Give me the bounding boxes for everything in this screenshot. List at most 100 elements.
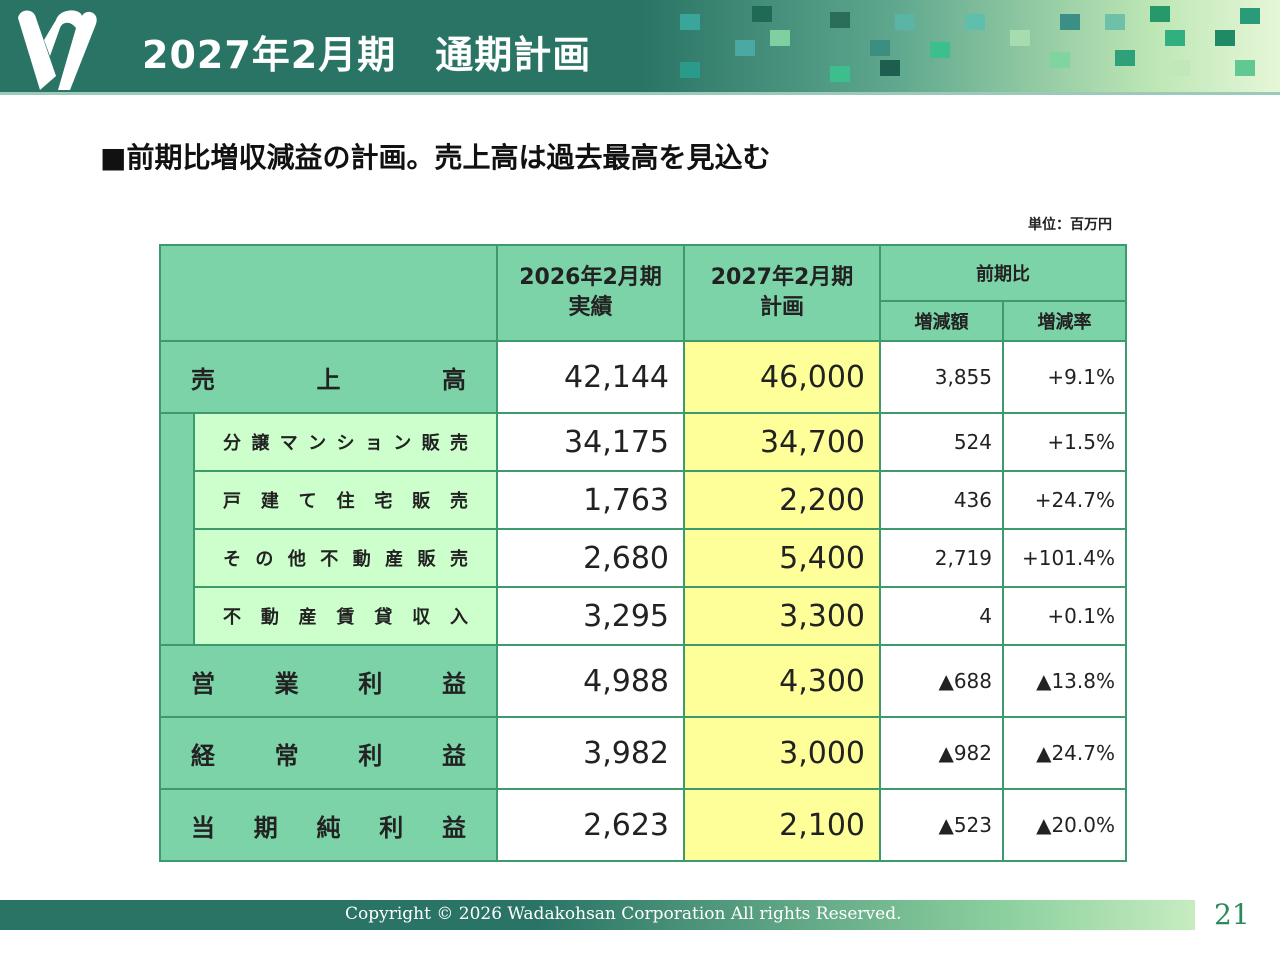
label-char: 益 <box>441 669 466 698</box>
label-char: 建 <box>260 491 279 512</box>
diff-value: 436 <box>879 470 1004 530</box>
label-char: 当 <box>191 813 215 842</box>
label-char: シ <box>336 433 355 454</box>
table-row: 当 期 純 利 益 2,623 2,100 ▲523 ▲20.0% <box>159 788 1127 862</box>
rate-value: +0.1% <box>1002 586 1127 646</box>
label-char: ン <box>308 433 327 454</box>
decorative-square <box>965 14 985 30</box>
plan-value: 2,200 <box>683 470 881 530</box>
label-char: 販 <box>412 491 431 512</box>
label-char: 譲 <box>251 433 270 454</box>
decorative-square <box>1050 52 1070 68</box>
header-blank <box>159 244 498 342</box>
decorative-square <box>680 62 700 78</box>
label-char: 益 <box>441 741 466 770</box>
label-char: 純 <box>316 813 341 842</box>
indent-strip <box>159 413 195 471</box>
diff-value: 3,855 <box>879 340 1004 414</box>
header-diff: 増減額 <box>879 300 1004 342</box>
label-char: 販 <box>421 433 440 454</box>
row-label: 当期純利益 <box>159 788 498 862</box>
page-number: 21 <box>1214 898 1250 931</box>
copyright: Copyright © 2026 Wadakohsan Corporation … <box>345 904 902 924</box>
prev-value: 42,144 <box>496 340 685 414</box>
decorative-square <box>1215 30 1235 46</box>
decorative-square <box>1235 60 1255 76</box>
header-prev-line1: 2026年2月期 <box>519 265 662 290</box>
decorative-square <box>1170 60 1190 76</box>
label-char: 売 <box>449 491 468 512</box>
label-char: 分 <box>223 433 241 454</box>
plan-value: 3,300 <box>683 586 881 646</box>
label-char: 産 <box>385 549 404 570</box>
label-char: 高 <box>442 365 466 394</box>
prev-value: 4,988 <box>496 644 685 718</box>
label-char: そ <box>223 549 241 570</box>
rate-value: +9.1% <box>1002 340 1127 414</box>
slide-subtitle: ■前期比増収減益の計画。売上高は過去最高を見込む <box>100 141 771 174</box>
decorative-square <box>895 14 915 30</box>
label-char: 不 <box>320 549 339 570</box>
rate-value: +1.5% <box>1002 412 1127 472</box>
prev-value: 3,982 <box>496 716 685 790</box>
label-char: 利 <box>358 669 383 698</box>
decorative-square <box>1115 50 1135 66</box>
label-char: ョ <box>364 433 383 454</box>
header-yoy: 前期比 <box>879 244 1127 302</box>
header-prev: 2026年2月期 実績 <box>496 244 685 342</box>
footer-bar: Copyright © 2026 Wadakohsan Corporation … <box>0 900 1195 930</box>
header-plan: 2027年2月期 計画 <box>683 244 881 342</box>
table-row: 戸建て住宅販売 1,763 2,200 436 +24.7% <box>159 470 1127 530</box>
label-char: 売 <box>191 365 215 394</box>
label-char: 経 <box>191 741 215 770</box>
header-plan-line2: 計画 <box>759 295 804 320</box>
table-row: 売 上 高 42,144 46,000 3,855 +9.1% <box>159 340 1127 414</box>
label-char: 動 <box>260 607 279 628</box>
label-char: 収 <box>412 607 431 628</box>
diff-value: 524 <box>879 412 1004 472</box>
table-row: 経 常 利 益 3,982 3,000 ▲982 ▲24.7% <box>159 716 1127 790</box>
label-char: 宅 <box>374 491 393 512</box>
decorative-square <box>830 66 850 82</box>
label-char: 貸 <box>374 607 393 628</box>
row-label: 売上高 <box>159 340 498 414</box>
slide-header: 2027年2月期 通期計画 <box>0 0 1280 95</box>
plan-value: 4,300 <box>683 644 881 718</box>
plan-value: 3,000 <box>683 716 881 790</box>
prev-value: 34,175 <box>496 412 685 472</box>
unit-label: 単位：百万円 <box>1028 217 1112 233</box>
decorative-square <box>752 6 772 22</box>
prev-value: 1,763 <box>496 470 685 530</box>
diff-value: 4 <box>879 586 1004 646</box>
prev-value: 2,623 <box>496 788 685 862</box>
decorative-square <box>1010 30 1030 46</box>
label-char: ン <box>393 433 412 454</box>
rate-value: +101.4% <box>1002 528 1127 588</box>
rate-value: ▲20.0% <box>1002 788 1127 862</box>
table-row: その他不動産販売 2,680 5,400 2,719 +101.4% <box>159 528 1127 588</box>
table-row: 営 業 利 益 4,988 4,300 ▲688 ▲13.8% <box>159 644 1127 718</box>
diff-value: ▲523 <box>879 788 1004 862</box>
decorative-square <box>1105 14 1125 30</box>
decorative-square <box>830 12 850 28</box>
diff-value: ▲982 <box>879 716 1004 790</box>
label-char: 売 <box>449 549 468 570</box>
rate-value: ▲24.7% <box>1002 716 1127 790</box>
plan-value: 5,400 <box>683 528 881 588</box>
label-char: 利 <box>379 813 404 842</box>
decorative-square <box>770 30 790 46</box>
row-label: その他不動産販売 <box>193 528 498 588</box>
header-rate: 増減率 <box>1002 300 1127 342</box>
indent-strip <box>159 471 195 529</box>
label-char: 産 <box>298 607 317 628</box>
label-char: て <box>298 491 317 512</box>
label-char: 販 <box>417 549 436 570</box>
row-label: 営業利益 <box>159 644 498 718</box>
prev-value: 2,680 <box>496 528 685 588</box>
decorative-square <box>735 40 755 56</box>
label-char: の <box>255 549 274 570</box>
company-logo-icon <box>18 10 97 90</box>
plan-value: 2,100 <box>683 788 881 862</box>
decorative-square <box>880 60 900 76</box>
indent-strip <box>159 529 195 587</box>
